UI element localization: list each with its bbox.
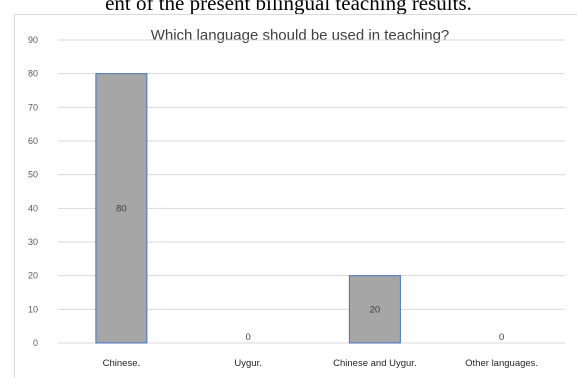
y-tick-label: 50: [28, 170, 38, 180]
data-label: 80: [116, 203, 127, 214]
data-label: 0: [245, 332, 250, 343]
x-category-label: Other languages.: [465, 358, 538, 369]
data-label: 0: [499, 332, 504, 343]
bar: [95, 73, 148, 344]
y-tick-label: 30: [28, 237, 38, 247]
y-tick-label: 70: [28, 102, 38, 112]
y-tick-label: 0: [33, 338, 38, 348]
bars: [95, 73, 401, 344]
x-category-label: Uygur.: [234, 358, 261, 369]
y-tick-label: 10: [28, 304, 38, 314]
y-axis-ticks: 0 10 20 30 40 50 60 70 80 90: [28, 35, 38, 348]
x-axis-labels: Chinese. Uygur. Chinese and Uygur. Other la…: [103, 358, 538, 369]
y-tick-label: 20: [28, 271, 38, 281]
data-labels: 80 0 20 0: [116, 203, 504, 343]
chart-frame: [14, 14, 577, 378]
y-tick-label: 60: [28, 136, 38, 146]
x-category-label: Chinese.: [103, 358, 141, 369]
y-tick-label: 90: [28, 35, 38, 45]
y-tick-label: 80: [28, 69, 38, 79]
chart-title: Which language should be used in teachin…: [151, 27, 450, 44]
x-category-label: Chinese and Uygur.: [333, 358, 416, 369]
bar: [348, 275, 401, 344]
document-text: ent of the present bilingual teaching re…: [105, 0, 472, 15]
y-tick-label: 40: [28, 203, 38, 213]
data-label: 20: [370, 304, 381, 315]
